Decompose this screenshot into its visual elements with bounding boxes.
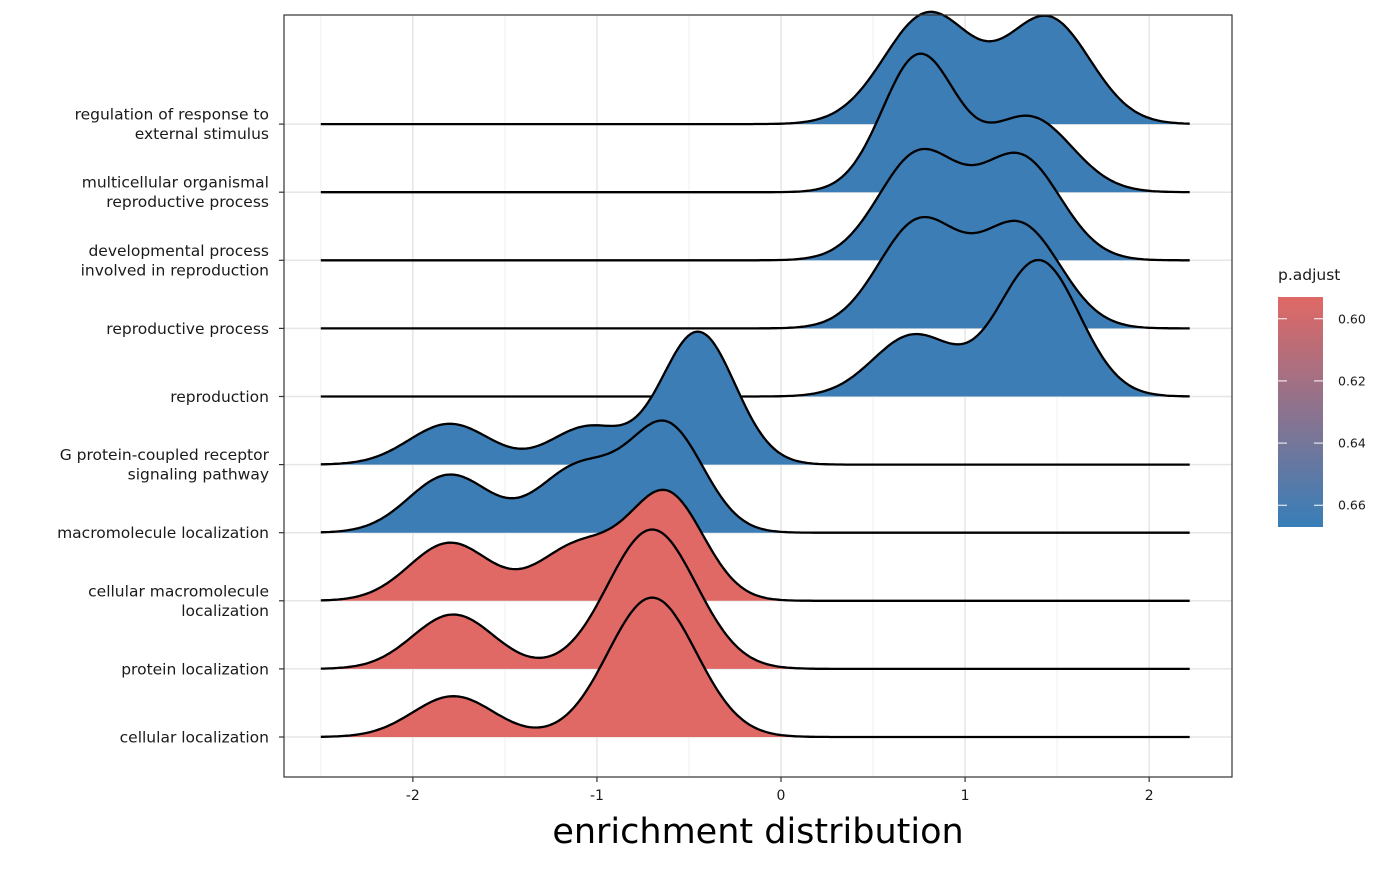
y-tick-label: macromolecule localization <box>57 524 269 542</box>
legend-colorbar <box>1278 297 1323 527</box>
x-tick-label: -1 <box>590 788 604 804</box>
ridge-fill <box>320 597 1190 737</box>
ridge-reproductive-process <box>320 215 1190 330</box>
ridge-fill <box>320 217 1190 329</box>
ridge-fill <box>320 420 1190 533</box>
x-axis-title: enrichment distribution <box>552 812 963 852</box>
ridge-fill <box>320 489 1190 601</box>
ridge-protein-localization <box>320 528 1190 671</box>
ridge-reproduction <box>320 258 1190 398</box>
ridge-fill <box>320 53 1190 193</box>
ridge-outline <box>320 215 1190 330</box>
x-tick-label: -2 <box>406 788 420 804</box>
legend-ticks: 0.60 0.62 0.64 0.66 <box>1278 311 1366 513</box>
y-tick-label: developmental process involved in reprodu… <box>81 242 269 279</box>
x-tick-label: 0 <box>777 788 786 804</box>
ridge-macromolecule-localization <box>320 419 1190 534</box>
y-tick-label: cellular macromolecule localization <box>88 582 269 620</box>
ridge-fill <box>320 11 1190 125</box>
ridge-outline <box>320 258 1190 398</box>
ridge-cellular-macromolecule-localization <box>320 488 1190 602</box>
ridge-fill <box>320 260 1190 397</box>
legend-tick-label: 0.60 <box>1338 311 1366 326</box>
y-tick-label: G protein-coupled receptor signaling path… <box>60 446 270 484</box>
ridge-outline <box>320 52 1190 194</box>
legend-tick-label: 0.66 <box>1338 498 1366 513</box>
y-tick-label: regulation of response to external stimul… <box>75 106 269 144</box>
y-axis: regulation of response to external stimul… <box>57 106 284 747</box>
ridge-outline <box>320 596 1190 739</box>
plot-panel <box>283 10 1233 778</box>
y-tick-label: protein localization <box>121 660 269 678</box>
ridge-outline <box>320 147 1190 262</box>
ridge-outline <box>320 419 1190 534</box>
legend: p.adjust 0.60 0.62 0.64 0.66 <box>1278 266 1366 527</box>
y-tick-label: cellular localization <box>120 729 269 747</box>
legend-tick-label: 0.64 <box>1338 436 1366 451</box>
ridge-multicellular-organismal-reproductive-process <box>320 52 1190 194</box>
ridge-outline <box>320 330 1190 466</box>
ridge-fill <box>320 331 1190 465</box>
ridge-fill <box>320 529 1190 669</box>
x-axis: -2 -1 0 1 2 <box>406 777 1154 804</box>
y-tick-label: reproduction <box>170 388 269 406</box>
ridge-g-protein-coupled-receptor-signaling-pathway <box>320 330 1190 466</box>
ridge-outline <box>320 488 1190 602</box>
ridge-outline <box>320 528 1190 671</box>
x-tick-label: 2 <box>1145 788 1154 804</box>
ridges <box>320 10 1190 739</box>
y-tick-label: multicellular organismal reproductive pro… <box>82 174 269 212</box>
ridge-cellular-localization <box>320 596 1190 739</box>
x-tick-label: 1 <box>961 788 970 804</box>
legend-tick-label: 0.62 <box>1338 373 1366 388</box>
legend-title: p.adjust <box>1278 266 1340 284</box>
y-tick-label: reproductive process <box>106 320 269 338</box>
